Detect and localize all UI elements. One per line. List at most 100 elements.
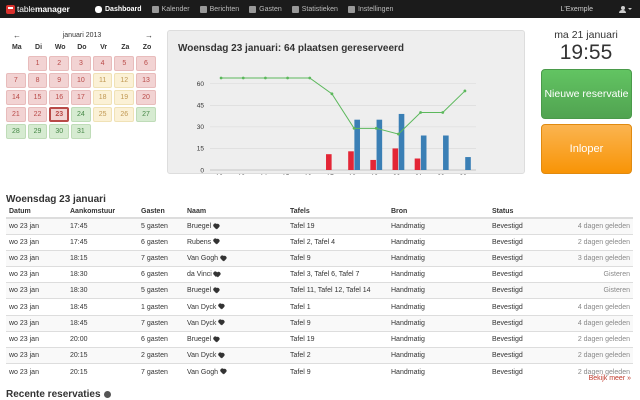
calendar-day[interactable]: 26 xyxy=(114,107,135,122)
calendar-day[interactable]: 24 xyxy=(71,107,91,122)
x-tick-label: 14u xyxy=(260,174,271,175)
point-vrije-plaatsen xyxy=(286,76,289,80)
cell-aankomstuur: 18:45 xyxy=(67,314,138,332)
table-row[interactable]: wo 23 jan 17:45 6 gasten Rubens Tafel 2, Taf… xyxy=(6,233,633,251)
y-tick-label: 0 xyxy=(200,167,204,174)
cell-aankomstuur: 18:45 xyxy=(67,298,138,316)
table-row[interactable]: wo 23 jan 18:45 1 gasten Van Dyck Tafel 1 Han… xyxy=(6,298,633,316)
cell-created: Gisteren xyxy=(561,282,633,299)
table-row[interactable]: wo 23 jan 18:30 6 gasten da Vinci Tafel 3, T… xyxy=(6,266,633,283)
cell-naam: Rubens xyxy=(184,233,287,251)
nav-instellingen[interactable]: Instellingen xyxy=(343,0,398,18)
cell-gasten: 7 gasten xyxy=(138,363,184,380)
calendar-day[interactable]: 8 xyxy=(27,73,48,88)
nav-berichten[interactable]: Berichten xyxy=(195,0,245,18)
bar-bezetting xyxy=(398,113,405,170)
heart-icon xyxy=(218,353,224,358)
heart-icon xyxy=(213,337,219,342)
cell-status: Bevestigd xyxy=(489,330,561,348)
calendar-day[interactable]: 10 xyxy=(71,73,91,88)
calendar-day[interactable]: 20 xyxy=(136,90,156,105)
calendar-day[interactable]: 15 xyxy=(27,90,48,105)
calendar-day[interactable]: 4 xyxy=(92,56,113,71)
calendar-icon xyxy=(151,5,159,13)
calendar-day[interactable]: 28 xyxy=(6,124,26,139)
info-icon[interactable] xyxy=(103,390,111,398)
cell-datum: wo 23 jan xyxy=(6,217,67,235)
calendar-day[interactable]: 30 xyxy=(49,124,70,139)
cell-gasten: 7 gasten xyxy=(138,314,184,332)
new-reservation-button[interactable]: Nieuwe reservatie xyxy=(541,69,632,119)
calendar-day[interactable]: 9 xyxy=(49,73,70,88)
nav-dashboard[interactable]: Dashboard xyxy=(90,0,147,18)
user-icon[interactable] xyxy=(619,5,626,13)
brand-logo-link[interactable]: tablemanager xyxy=(6,3,70,15)
walk-in-button[interactable]: Inloper xyxy=(541,124,632,174)
cell-tafels: Tafel 1 xyxy=(287,298,388,316)
calendar-day[interactable]: 14 xyxy=(6,90,26,105)
nav-statistieken[interactable]: Statistieken xyxy=(287,0,343,18)
calendar-day[interactable]: 7 xyxy=(6,73,26,88)
col-status[interactable]: Status xyxy=(489,206,561,219)
calendar-day[interactable]: 6 xyxy=(136,56,156,71)
see-more-link[interactable]: Bekijk meer » xyxy=(588,375,631,382)
cell-gasten: 6 gasten xyxy=(138,266,184,283)
table-row[interactable]: wo 23 jan 18:15 7 gasten Van Gogh Tafel 9 Han… xyxy=(6,249,633,267)
table-row[interactable]: wo 23 jan 18:30 5 gasten Bruegel Tafel 11, T… xyxy=(6,282,633,299)
calendar-day[interactable]: 2 xyxy=(49,56,70,71)
x-tick-label: 20u xyxy=(393,174,404,175)
calendar-day[interactable]: 18 xyxy=(92,90,113,105)
table-row[interactable]: wo 23 jan 18:45 7 gasten Van Dyck Tafel 9 Han… xyxy=(6,314,633,332)
calendar-day[interactable]: 13 xyxy=(136,73,156,88)
prev-month-arrow-icon[interactable]: ← xyxy=(13,31,21,40)
main-nav: Dashboard Kalender Berichten Gasten Stat… xyxy=(90,0,398,18)
col-aankomstuur[interactable]: Aankomstuur xyxy=(67,206,138,219)
cell-gasten: 1 gasten xyxy=(138,298,184,316)
calendar-day[interactable]: 3 xyxy=(71,56,91,71)
calendar-day[interactable]: 17 xyxy=(71,90,91,105)
calendar-day[interactable]: 27 xyxy=(136,107,156,122)
table-row[interactable]: wo 23 jan 17:45 5 gasten Bruegel Tafel 19 Han… xyxy=(6,217,633,235)
nav-kalender[interactable]: Kalender xyxy=(147,0,195,18)
cell-bron: Handmatig xyxy=(388,330,489,348)
calendar-day[interactable]: 12 xyxy=(114,73,135,88)
point-vrije-plaatsen xyxy=(397,132,400,136)
guest-name: Bruegel xyxy=(187,287,212,295)
calendar-day[interactable]: 16 xyxy=(49,90,70,105)
calendar-day[interactable]: 25 xyxy=(92,107,113,122)
table-row[interactable]: wo 23 jan 20:15 2 gasten Van Dyck Tafel 2 Han… xyxy=(6,346,633,364)
calendar-day[interactable]: 5 xyxy=(114,56,135,71)
line-vrije-plaatsen xyxy=(221,77,466,135)
calendar-day-selected[interactable]: 23 xyxy=(49,107,70,122)
col-datum[interactable]: Datum xyxy=(6,206,67,219)
weekday-label: Za xyxy=(121,44,130,51)
point-vrije-plaatsen xyxy=(374,126,378,130)
dashboard-icon xyxy=(95,5,102,13)
guest-name: Van Dyck xyxy=(187,352,217,360)
nav-gasten[interactable]: Gasten xyxy=(244,0,287,18)
calendar-day[interactable]: 19 xyxy=(114,90,135,105)
table-row[interactable]: wo 23 jan 20:15 7 gasten Van Gogh Tafel 9 Han… xyxy=(6,363,633,380)
calendar-day[interactable]: 11 xyxy=(92,73,113,88)
current-date: ma 21 januari xyxy=(554,29,618,41)
col-gasten[interactable]: Gasten xyxy=(138,206,184,219)
account-menu[interactable]: L'Exemple xyxy=(561,0,632,18)
calendar-day[interactable]: 1 xyxy=(27,56,48,71)
table-row[interactable]: wo 23 jan 20:00 6 gasten Bruegel Tafel 19 Han… xyxy=(6,330,633,348)
calendar-day[interactable]: 31 xyxy=(71,124,91,139)
heart-icon xyxy=(213,239,219,244)
weekday-label: Wo xyxy=(54,44,66,51)
col-naam[interactable]: Naam xyxy=(184,206,287,219)
brand-name: tablemanager xyxy=(17,4,70,14)
cell-bron: Handmatig xyxy=(388,217,489,235)
col-tafels[interactable]: Tafels xyxy=(287,206,388,219)
col-bron[interactable]: Bron xyxy=(388,206,489,219)
recent-reservations-title: Recente reservaties xyxy=(6,389,111,400)
guest-name: Van Gogh xyxy=(187,254,219,262)
cell-status: Bevestigd xyxy=(489,217,561,235)
next-month-arrow-icon[interactable]: → xyxy=(145,31,153,40)
calendar-day[interactable]: 29 xyxy=(27,124,48,139)
calendar-day[interactable]: 22 xyxy=(27,107,48,122)
cell-bron: Handmatig xyxy=(388,233,489,251)
calendar-day[interactable]: 21 xyxy=(6,107,26,122)
